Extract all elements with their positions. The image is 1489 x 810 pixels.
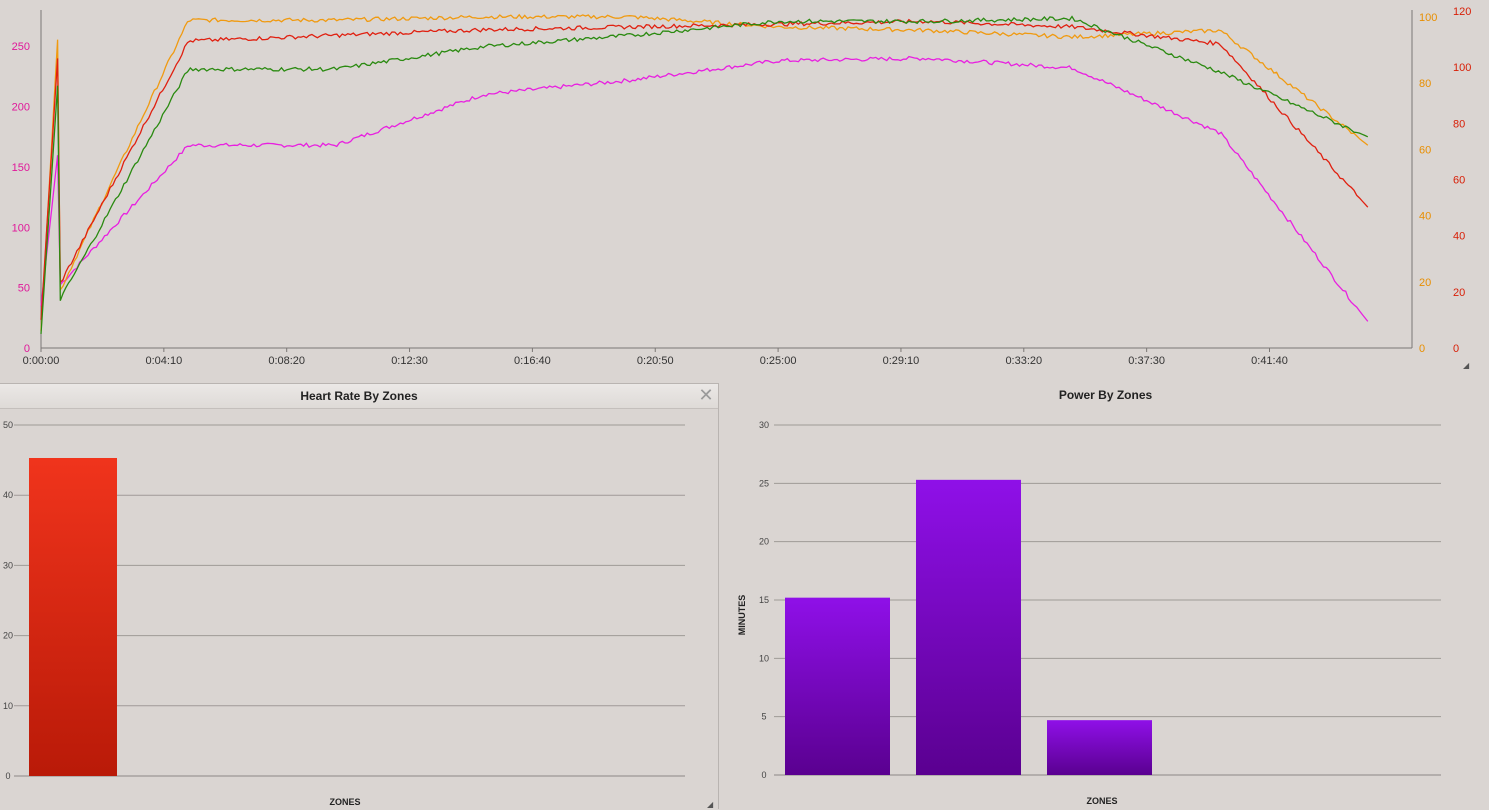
heart-rate-series-line <box>40 18 1369 320</box>
speed-series-line <box>40 15 1369 334</box>
right-axis-cadence-tick: 0 <box>1419 343 1425 355</box>
right-axis-cadence-tick: 80 <box>1419 78 1431 90</box>
y-axis-tick: 20 <box>3 631 13 641</box>
left-axis-tick: 250 <box>12 41 30 53</box>
left-axis-tick: 0 <box>24 343 30 355</box>
x-axis-tick: 0:41:40 <box>1251 355 1288 367</box>
heart-rate-zones-panel: Heart Rate By Zones ✕ 0 10 20 30 40 50 ZONES … <box>0 383 719 809</box>
y-axis-tick: 0 <box>5 771 10 781</box>
power-series-line <box>40 55 1369 322</box>
left-axis-tick: 200 <box>12 102 30 114</box>
right-axis-heart-rate-tick: 20 <box>1453 287 1465 299</box>
y-axis-tick: 15 <box>759 595 769 605</box>
panel-title: Power By Zones <box>1058 388 1153 402</box>
right-axis-cadence-tick: 100 <box>1419 12 1437 24</box>
right-axis-heart-rate-tick: 100 <box>1453 62 1471 74</box>
cadence-series-line <box>40 13 1369 332</box>
x-axis-label: ZONES <box>329 797 360 807</box>
right-axis-cadence-tick: 60 <box>1419 144 1431 156</box>
right-axis-cadence-tick: 40 <box>1419 211 1431 223</box>
x-axis-tick: 0:08:20 <box>268 355 305 367</box>
right-axis-heart-rate-tick: 60 <box>1453 175 1465 187</box>
right-axis-heart-rate-tick: 40 <box>1453 231 1465 243</box>
resize-handle-icon[interactable]: ◢ <box>707 800 714 809</box>
y-axis-tick: 5 <box>761 712 766 722</box>
x-axis-label: ZONES <box>1086 796 1117 806</box>
power-zones-chart: 0 5 10 15 20 25 30 MINUTES ZONES <box>737 420 1441 806</box>
y-axis-tick: 0 <box>761 770 766 780</box>
right-axis-heart-rate-tick: 120 <box>1453 6 1471 18</box>
y-axis-tick: 20 <box>759 537 769 547</box>
x-axis-tick: 0:12:30 <box>391 355 428 367</box>
x-axis-tick: 0:16:40 <box>514 355 551 367</box>
right-axis-cadence-tick: 20 <box>1419 277 1431 289</box>
zone-bar[interactable] <box>1047 720 1152 775</box>
panel-title: Heart Rate By Zones <box>0 384 718 409</box>
x-axis-tick: 0:33:20 <box>1005 355 1042 367</box>
zone-bar[interactable] <box>785 597 890 775</box>
y-axis-tick: 50 <box>3 420 13 430</box>
x-axis-tick: 0:00:00 <box>23 355 60 367</box>
workout-timeline-chart[interactable]: 0 50 100 150 200 250 0 20 40 60 80 100 0 20 40 60 80 10… <box>0 0 1489 376</box>
y-axis-tick: 25 <box>759 478 769 488</box>
right-axis-heart-rate-tick: 80 <box>1453 118 1465 130</box>
left-axis-tick: 50 <box>18 283 30 295</box>
y-axis-tick: 30 <box>3 560 13 570</box>
left-axis-tick: 150 <box>12 162 30 174</box>
zone-bar[interactable] <box>29 457 117 776</box>
heart-rate-zones-chart: 0 10 20 30 40 50 ZONES <box>3 420 685 807</box>
resize-handle-icon[interactable]: ◢ <box>1463 361 1470 370</box>
left-axis-tick: 100 <box>12 222 30 234</box>
x-axis-tick: 0:29:10 <box>883 355 920 367</box>
y-axis-label: MINUTES <box>737 595 747 636</box>
y-axis-tick: 30 <box>759 420 769 430</box>
power-zones-panel: Power By Zones 0 5 10 15 20 25 30 MINUTES ZONE… <box>722 383 1489 809</box>
x-axis-tick: 0:25:00 <box>760 355 797 367</box>
zone-bar[interactable] <box>916 479 1021 775</box>
y-axis-tick: 10 <box>3 701 13 711</box>
x-axis-tick: 0:20:50 <box>637 355 674 367</box>
close-icon[interactable]: ✕ <box>698 385 714 405</box>
y-axis-tick: 10 <box>759 653 769 663</box>
x-axis-tick: 0:37:30 <box>1128 355 1165 367</box>
x-axis-tick: 0:04:10 <box>145 355 182 367</box>
right-axis-heart-rate-tick: 0 <box>1453 343 1459 355</box>
y-axis-tick: 40 <box>3 490 13 500</box>
